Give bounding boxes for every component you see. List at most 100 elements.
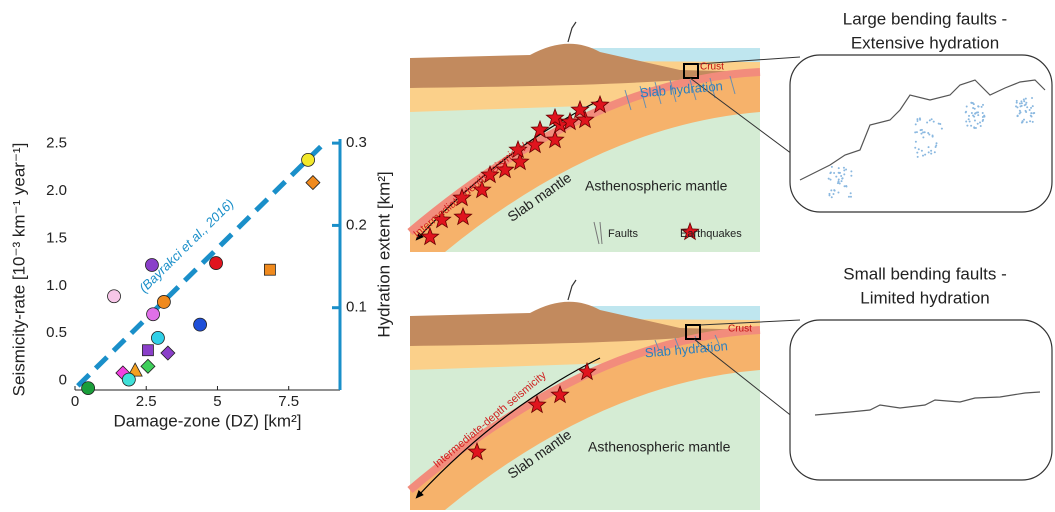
data-point: [302, 153, 315, 166]
hydration-dot: [921, 150, 923, 152]
hydration-dot: [973, 116, 975, 118]
hydration-dot: [1025, 110, 1027, 112]
y-tick-label: 0.5: [46, 324, 67, 341]
hydration-dot: [1015, 105, 1017, 107]
hydration-dot: [933, 121, 935, 123]
hydration-dot: [977, 114, 979, 116]
hydration-dot: [843, 167, 845, 169]
hydration-dot: [1025, 98, 1027, 100]
y2-tick-label: 0.1: [346, 299, 367, 316]
panel-title: Small bending faults -: [843, 264, 1006, 283]
hydration-dot: [838, 172, 840, 174]
hydration-dot: [932, 136, 934, 138]
hydration-dot: [850, 196, 852, 198]
hydration-dot: [1024, 104, 1026, 106]
hydration-dot: [965, 111, 967, 113]
label: Asthenospheric mantle: [588, 439, 731, 455]
hydration-dot: [966, 125, 968, 127]
hydration-dot: [839, 182, 841, 184]
hydration-dot: [1029, 120, 1031, 122]
hydration-dot: [832, 193, 834, 195]
hydration-dot: [837, 180, 839, 182]
data-point: [82, 382, 95, 395]
x-tick-label: 0: [71, 393, 79, 410]
label: Crust: [728, 324, 752, 335]
panel-title: Large bending faults -: [843, 9, 1007, 28]
hydration-dot: [850, 170, 852, 172]
hydration-dot: [915, 123, 917, 125]
hydration-dot: [938, 123, 940, 125]
hydration-dot: [1023, 100, 1025, 102]
hydration-dot: [1021, 122, 1023, 124]
hydration-dot: [966, 105, 968, 107]
x-axis-label: Damage-zone (DZ) [km²]: [114, 411, 302, 430]
hydration-dot: [973, 127, 975, 129]
hydration-dot: [837, 182, 839, 184]
hydration-dot: [1031, 97, 1033, 99]
y-tick-label: 2.5: [46, 135, 67, 152]
x-tick-label: 7.5: [278, 393, 299, 410]
hydration-dot: [922, 131, 924, 133]
y2-tick-label: 0.3: [346, 134, 367, 151]
hydration-dot: [850, 175, 852, 177]
hydration-dot: [830, 172, 832, 174]
hydration-dot: [833, 189, 835, 191]
hydration-dot: [969, 120, 971, 122]
hydration-dot: [915, 141, 917, 143]
hydration-dot: [1033, 112, 1035, 114]
hydration-dot: [1019, 103, 1021, 105]
hydration-dot: [1020, 100, 1022, 102]
data-point: [122, 373, 135, 386]
hydration-dot: [1023, 98, 1025, 100]
hydration-dot: [968, 118, 970, 120]
hydration-dot: [927, 132, 929, 134]
hydration-dot: [941, 128, 943, 130]
hydration-dot: [831, 196, 833, 198]
hydration-dot: [1025, 102, 1027, 104]
data-point: [161, 346, 175, 360]
hydration-dot: [981, 106, 983, 108]
data-point: [306, 176, 320, 190]
hydration-dot: [914, 131, 916, 133]
hydration-dot: [850, 192, 852, 194]
hydration-dot: [936, 142, 938, 144]
hydration-dot: [1030, 112, 1032, 114]
label: Crust: [700, 62, 724, 73]
hydration-dot: [982, 112, 984, 114]
hydration-dot: [965, 120, 967, 122]
panel-title: Extensive hydration: [851, 33, 999, 52]
y-tick-label: 0: [59, 371, 67, 388]
hydration-dot: [982, 104, 984, 106]
hydration-dot: [1032, 121, 1034, 123]
hydration-dot: [922, 136, 924, 138]
data-point: [194, 318, 207, 331]
data-point: [157, 295, 170, 308]
hydration-dot: [974, 113, 976, 115]
hydration-dot: [977, 123, 979, 125]
hydration-dot: [935, 145, 937, 147]
hydration-dot: [1021, 102, 1023, 104]
hydration-dot: [1032, 105, 1034, 107]
hydration-dot: [831, 166, 833, 168]
y-tick-label: 1.0: [46, 277, 67, 294]
hydration-dot: [918, 148, 920, 150]
hydration-dot: [830, 189, 832, 191]
trend-line: [78, 143, 324, 386]
hydration-dot: [838, 167, 840, 169]
hydration-dot: [982, 120, 984, 122]
hydration-dot: [922, 155, 924, 157]
panel-title: Limited hydration: [860, 288, 989, 307]
hydration-dot: [837, 191, 839, 193]
hydration-dot: [980, 125, 982, 127]
hydration-dot: [916, 131, 918, 133]
hydration-dot: [914, 147, 916, 149]
hydration-dot: [978, 106, 980, 108]
y-axis-label: Seismicity-rate [10⁻³ km⁻¹ year⁻¹]: [9, 143, 28, 397]
hydration-dot: [841, 180, 843, 182]
hydration-dot: [848, 196, 850, 198]
hydration-dot: [1016, 102, 1018, 104]
hydration-dot: [845, 185, 847, 187]
data-point: [108, 290, 121, 303]
data-point: [147, 308, 160, 321]
hydration-dot: [917, 156, 919, 158]
